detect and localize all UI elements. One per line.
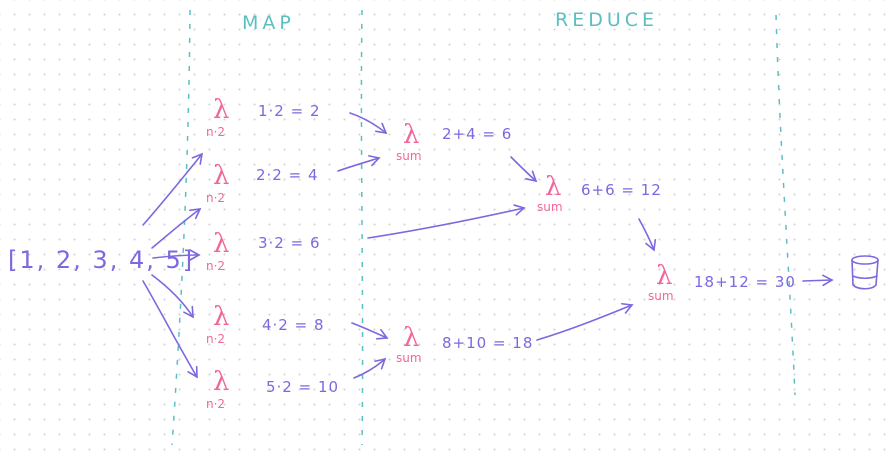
arrow-input-to-map-1 — [142, 152, 204, 226]
svg-text:sum: sum — [648, 289, 674, 303]
map-reduce-separator — [360, 9, 364, 446]
arrow-sum2-to-sum4 — [638, 218, 657, 252]
map-step-5: 5·2 = 10 — [266, 378, 339, 396]
input-array: [1, 2, 3, 4, 5] — [8, 246, 194, 274]
reduce-right-separator — [775, 14, 796, 396]
map-step-1: 1·2 = 2 — [258, 102, 321, 120]
svg-text:λ: λ — [213, 229, 229, 259]
svg-text:λ: λ — [403, 120, 419, 150]
arrow-input-to-map-4 — [151, 274, 194, 319]
arrow-map1-to-sum1 — [349, 112, 388, 135]
arrow-map2-to-sum1 — [337, 155, 381, 172]
svg-text:λ: λ — [213, 95, 229, 125]
svg-text:sum: sum — [537, 200, 563, 214]
bucket-icon — [851, 255, 879, 290]
reduce-step-3: 8+10 = 18 — [442, 334, 533, 352]
svg-text:n·2: n·2 — [206, 191, 225, 205]
svg-text:n·2: n·2 — [206, 397, 225, 411]
svg-text:λ: λ — [656, 261, 672, 291]
map-step-2: 2·2 = 4 — [256, 166, 319, 184]
map-step-4: 4·2 = 8 — [262, 316, 325, 334]
reduce-step-2: 6+6 = 12 — [581, 181, 662, 199]
arrow-input-to-map-3 — [152, 249, 201, 261]
arrow-map5-to-sum3 — [353, 357, 387, 379]
reduce-step-1: 2+4 = 6 — [442, 125, 512, 143]
map-lambda-3: λn·2 — [206, 229, 229, 273]
svg-text:λ: λ — [213, 161, 229, 191]
map-lambda-5: λn·2 — [206, 367, 229, 411]
svg-text:sum: sum — [396, 351, 422, 365]
map-step-3: 3·2 = 6 — [258, 234, 321, 252]
svg-text:n·2: n·2 — [206, 125, 225, 139]
arrow-to-output — [802, 274, 834, 287]
arrow-sum3-to-sum4 — [536, 302, 634, 341]
svg-text:sum: sum — [396, 149, 422, 163]
arrow-map4-to-sum3 — [351, 322, 389, 340]
map-left-separator — [171, 9, 191, 446]
svg-text:λ: λ — [403, 323, 419, 353]
map-lambda-2: λn·2 — [206, 161, 229, 205]
svg-text:n·2: n·2 — [206, 259, 225, 273]
reduce-header: REDUCE — [555, 9, 658, 31]
svg-text:λ: λ — [213, 367, 229, 397]
map-header: MAP — [242, 12, 295, 34]
arrow-sum1-to-sum2 — [510, 156, 538, 183]
svg-text:λ: λ — [213, 302, 229, 332]
arrow-input-to-map-2 — [151, 208, 202, 249]
map-lambda-4: λn·2 — [206, 302, 229, 346]
reduce-step-4: 18+12 = 30 — [694, 273, 796, 291]
svg-text:λ: λ — [545, 172, 561, 202]
svg-text:n·2: n·2 — [206, 332, 225, 346]
arrow-input-to-map-5 — [142, 280, 198, 379]
map-lambda-1: λn·2 — [206, 95, 229, 139]
arrow-map3-to-sum2 — [367, 204, 526, 239]
